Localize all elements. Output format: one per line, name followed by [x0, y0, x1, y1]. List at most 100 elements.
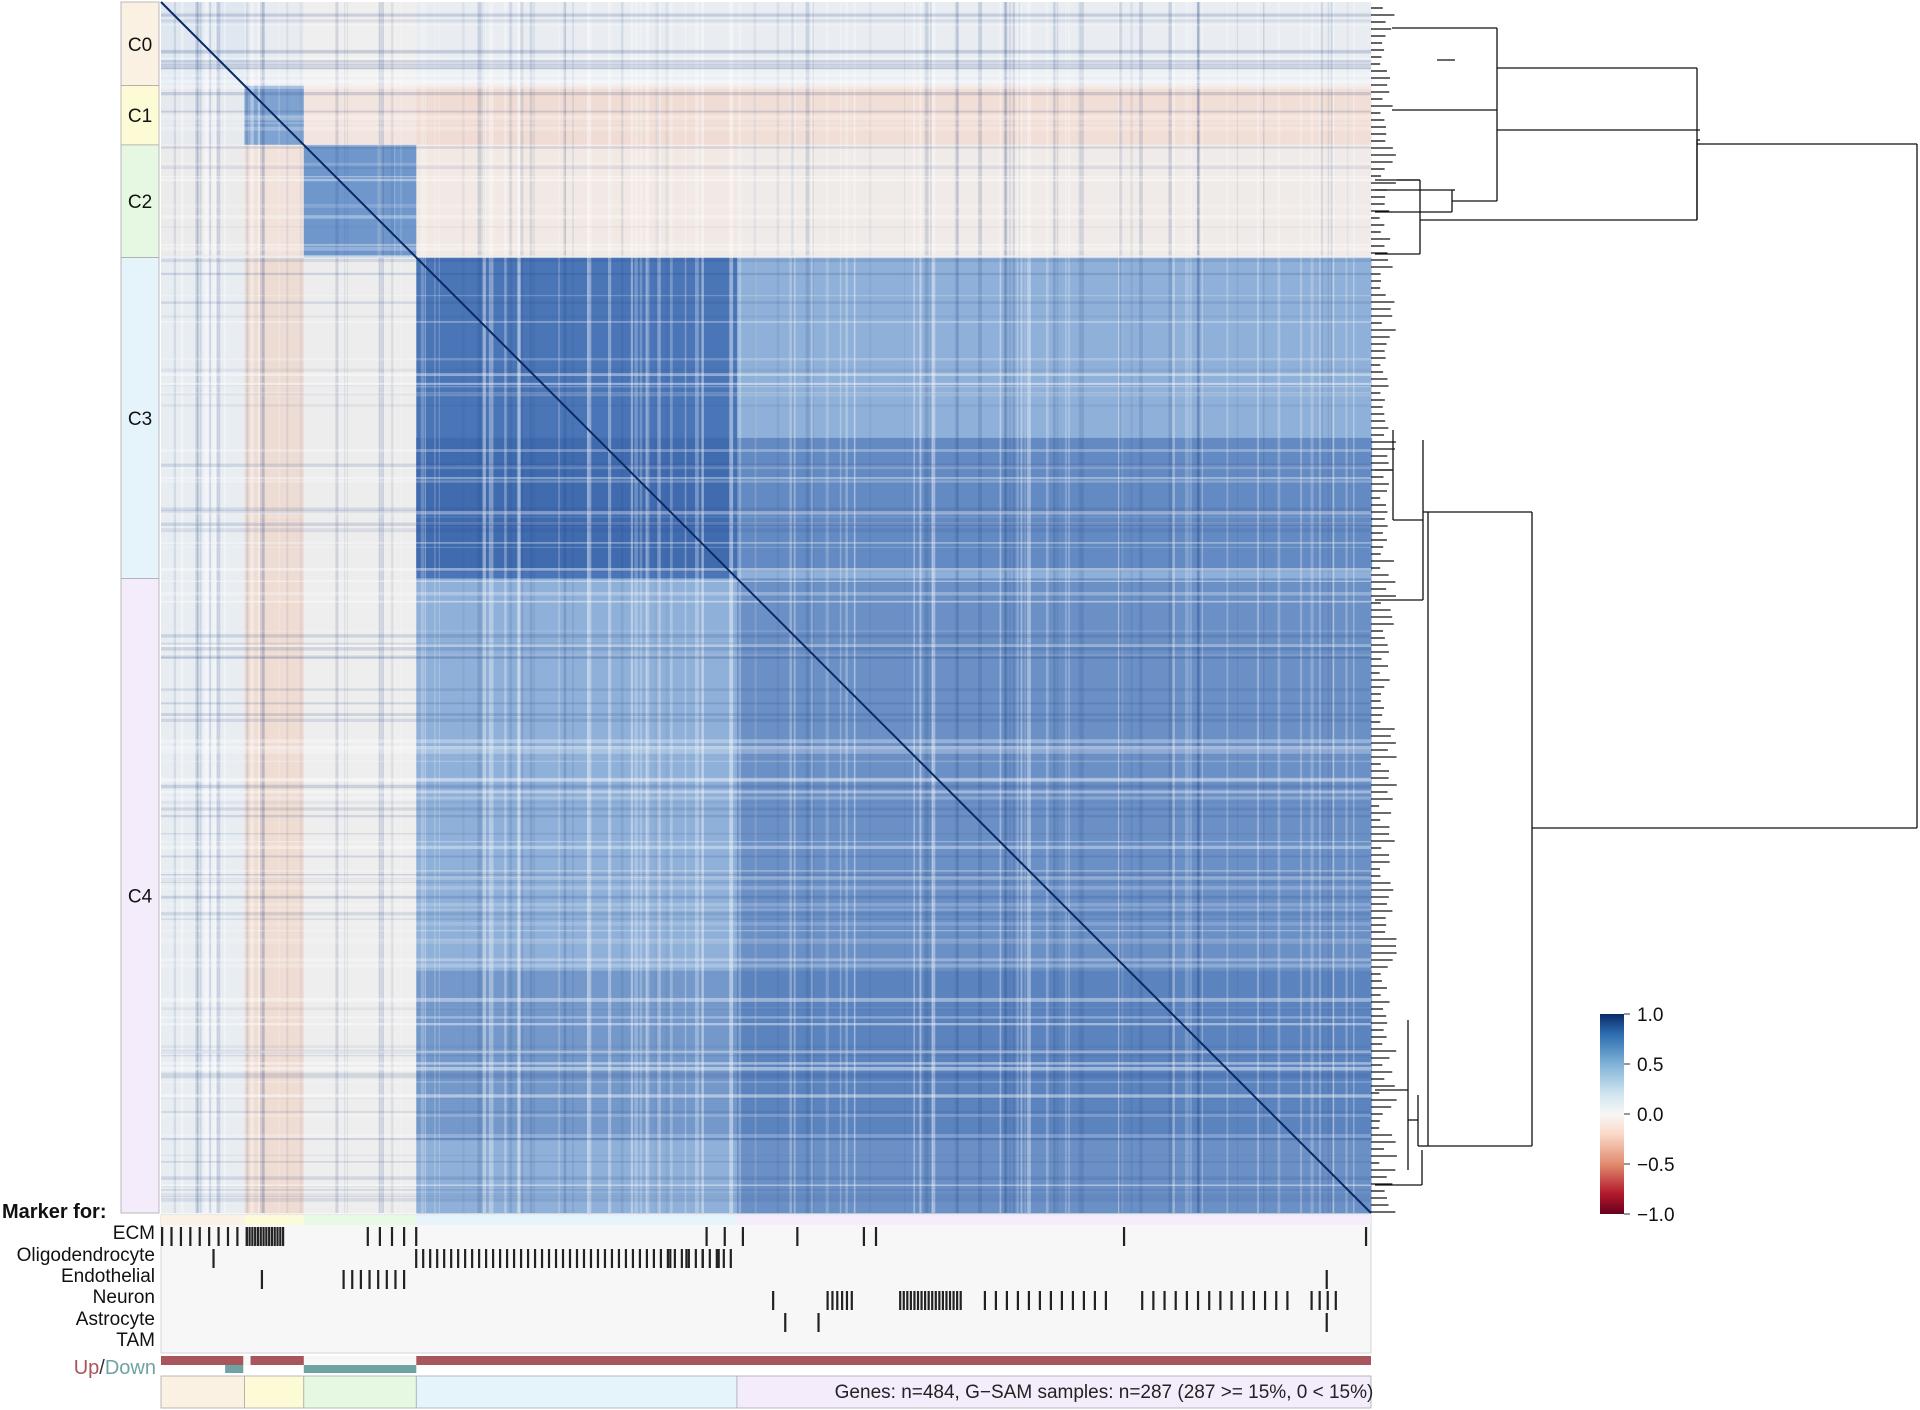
marker-row-label: ECM — [113, 1223, 155, 1244]
heatmap-stripe — [161, 465, 1371, 470]
heatmap-stripe — [161, 749, 1371, 754]
marker-tick — [540, 1249, 544, 1268]
marker-tick — [179, 1227, 183, 1246]
heatmap-stripe — [161, 255, 1371, 258]
heatmap-stripe — [161, 881, 1371, 883]
heatmap-stripe — [1118, 2, 1120, 1213]
heatmap-stripe — [839, 2, 842, 1213]
marker-tick — [485, 1249, 488, 1268]
heatmap-stripe — [1277, 2, 1281, 1213]
heatmap-stripe — [248, 2, 250, 1213]
heatmap-stripe — [161, 246, 1371, 251]
heatmap-stripe — [161, 1066, 1371, 1071]
heatmap-stripe — [924, 2, 929, 1213]
heatmap-stripe — [811, 2, 813, 1213]
heatmap-stripe — [161, 874, 1371, 876]
heatmap-stripe — [504, 2, 507, 1213]
heatmap-stripe — [701, 2, 704, 1213]
heatmap-stripe — [208, 2, 210, 1213]
heatmap-stripe — [161, 1110, 1371, 1113]
heatmap-stripe — [161, 60, 1371, 62]
heatmap-stripe — [1120, 2, 1124, 1213]
marker-tick — [415, 1227, 418, 1246]
marker-tick — [826, 1291, 829, 1310]
heatmap-block — [416, 437, 1373, 572]
heatmap-stripe — [588, 2, 592, 1213]
heatmap-block — [736, 85, 1372, 146]
marker-tick — [701, 1249, 704, 1268]
heatmap-stripe — [378, 2, 383, 1213]
marker-tick — [959, 1291, 962, 1310]
up-bar-gap — [243, 1356, 251, 1365]
heatmap-stripe — [161, 178, 1371, 182]
marker-tick — [478, 1249, 481, 1268]
marker-tick — [624, 1249, 628, 1268]
heatmap-stripe — [161, 1160, 1371, 1163]
heatmap-stripe — [161, 1050, 1371, 1054]
marker-tick — [394, 1270, 397, 1289]
marker-tick — [254, 1227, 257, 1246]
heatmap-stripe — [1345, 2, 1348, 1213]
heatmap-stripe — [492, 2, 494, 1213]
heatmap-stripe — [223, 2, 226, 1213]
heatmap-block — [244, 144, 305, 259]
marker-tick — [170, 1227, 173, 1246]
heatmap-stripe — [588, 2, 591, 1213]
heatmap-stripe — [1004, 2, 1008, 1213]
marker-tick — [464, 1249, 467, 1268]
heatmap-stripe — [1346, 2, 1349, 1213]
marker-tick — [276, 1227, 279, 1246]
marker-tick — [862, 1227, 865, 1246]
heatmap-stripe — [161, 1189, 1371, 1191]
heatmap-stripe — [1168, 2, 1172, 1213]
heatmap-stripe — [853, 2, 856, 1213]
heatmap-block — [303, 2, 417, 87]
marker-tick — [952, 1291, 955, 1310]
marker-tick — [245, 1227, 248, 1246]
heatmap-stripe — [161, 688, 1371, 692]
colorbar-gradient — [1600, 1014, 1624, 1214]
marker-tick — [741, 1227, 744, 1246]
heatmap-stripe — [1318, 2, 1322, 1213]
heatmap-stripe — [161, 384, 1371, 388]
marker-tick — [1326, 1291, 1329, 1310]
marker-tick — [1364, 1227, 1368, 1246]
heatmap-stripe — [161, 255, 1371, 259]
marker-tick — [945, 1291, 948, 1310]
heatmap-stripe — [161, 49, 1371, 54]
heatmap-stripe — [203, 2, 206, 1213]
heatmap-stripe — [532, 2, 536, 1213]
heatmap-stripe — [161, 647, 1371, 651]
marker-tick — [680, 1249, 683, 1268]
heatmap-stripe — [420, 2, 424, 1213]
heatmap-stripe — [161, 657, 1371, 659]
heatmap-stripe — [161, 1186, 1371, 1188]
heatmap-stripe — [161, 243, 1371, 247]
heatmap-block — [161, 144, 245, 259]
marker-tick — [596, 1249, 600, 1268]
marker-tick — [836, 1291, 839, 1310]
heatmap-stripe — [1020, 2, 1023, 1213]
marker-tick — [924, 1291, 927, 1310]
marker-tick — [492, 1249, 495, 1268]
marker-tick — [610, 1249, 614, 1268]
marker-tick — [390, 1227, 394, 1246]
heatmap-stripe — [161, 745, 1371, 750]
marker-tick — [351, 1270, 354, 1289]
heatmap-stripe — [161, 73, 1371, 77]
heatmap-stripe — [346, 2, 349, 1213]
heatmap-stripe — [477, 2, 482, 1213]
marker-tick — [260, 1270, 264, 1289]
row-dendrogram — [1371, 7, 1918, 1213]
heatmap-stripe — [344, 2, 346, 1213]
heatmap-stripe — [161, 807, 1371, 811]
heatmap-stripe — [161, 1184, 1371, 1187]
marker-tick — [377, 1270, 380, 1289]
heatmap-stripe — [161, 1196, 1371, 1198]
marker-cluster-tint — [303, 1215, 417, 1225]
heatmap-stripe — [639, 2, 643, 1213]
heatmap-stripe — [216, 2, 221, 1213]
colorbar-tick-label: 0.5 — [1637, 1055, 1663, 1076]
marker-tick — [666, 1249, 669, 1268]
marker-tick — [874, 1227, 878, 1246]
